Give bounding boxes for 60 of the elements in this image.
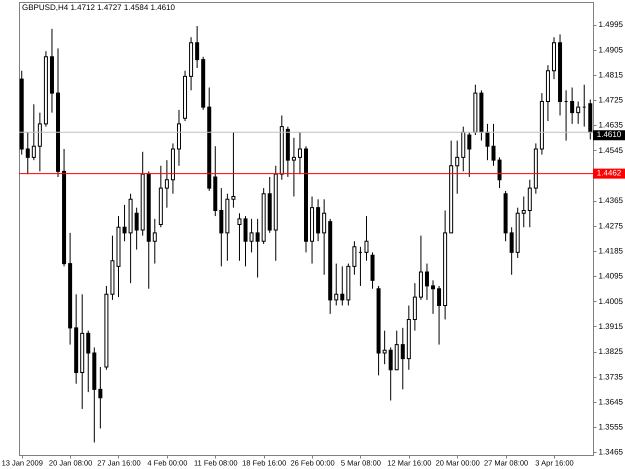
candlestick <box>382 330 387 365</box>
y-tick-label: 1.3735 <box>598 372 624 382</box>
y-tick-label: 1.4995 <box>598 20 624 30</box>
candlestick <box>400 327 405 390</box>
candlestick <box>437 285 442 346</box>
candlestick <box>364 216 368 262</box>
candlestick <box>98 366 102 429</box>
candlestick <box>250 218 254 253</box>
y-tick-label: 1.3915 <box>598 322 624 331</box>
candlestick <box>492 123 496 166</box>
candlestick <box>510 226 514 276</box>
candlestick <box>134 207 139 250</box>
y-tick-label: 1.3645 <box>598 397 624 406</box>
candlestick <box>237 212 242 262</box>
candlestick <box>122 204 127 242</box>
candlestick <box>352 240 356 276</box>
candlestick <box>38 112 42 172</box>
candlestick <box>334 263 338 306</box>
candlestick <box>298 132 302 175</box>
y-tick-label: 1.4815 <box>598 70 624 80</box>
candlestick <box>219 188 224 267</box>
candlestick <box>152 218 157 264</box>
candlestick <box>467 132 472 178</box>
ref-line-label: 1.4610 <box>596 130 622 140</box>
y-tick-label: 1.4545 <box>598 146 624 155</box>
candlestick <box>195 26 200 68</box>
candlestick <box>485 123 490 161</box>
candlestick <box>424 263 429 300</box>
candlestick <box>164 160 169 208</box>
y-tick-label: 1.4095 <box>598 272 624 281</box>
candlestick <box>231 132 236 208</box>
candlestick <box>32 104 36 161</box>
candlestick <box>86 330 90 393</box>
candlestick <box>412 282 417 332</box>
y-tick-label: 1.4635 <box>598 120 624 130</box>
candlestick <box>522 196 526 228</box>
y-tick-label: 1.3825 <box>598 347 624 356</box>
candlestick <box>292 137 296 197</box>
chart-title: GBPUSD,H4 1.4712 1.4727 1.4584 1.4610 <box>22 3 176 12</box>
candlestick <box>528 179 532 228</box>
y-tick-label: 1.4905 <box>598 45 624 54</box>
candlestick <box>498 156 502 189</box>
y-tick-label: 1.4365 <box>598 196 624 206</box>
candlestick <box>455 140 460 194</box>
y-tick-label: 1.4725 <box>598 96 624 105</box>
y-tick-label: 1.3465 <box>598 448 624 457</box>
candlestick <box>388 346 393 402</box>
candlestick <box>322 198 326 276</box>
ref-line-label: 1.4462 <box>596 168 622 178</box>
candlestick <box>576 100 580 124</box>
candlestick <box>570 87 574 124</box>
candlestick <box>431 280 436 314</box>
y-tick-label: 1.3555 <box>598 422 624 432</box>
y-tick-label: 1.4275 <box>598 221 624 230</box>
y-tick-label: 1.4005 <box>598 296 624 306</box>
candlestick <box>340 266 344 306</box>
candlestick <box>256 218 260 278</box>
y-tick-label: 1.4185 <box>598 246 624 256</box>
candlestick <box>244 216 248 267</box>
candlestick <box>26 132 30 175</box>
